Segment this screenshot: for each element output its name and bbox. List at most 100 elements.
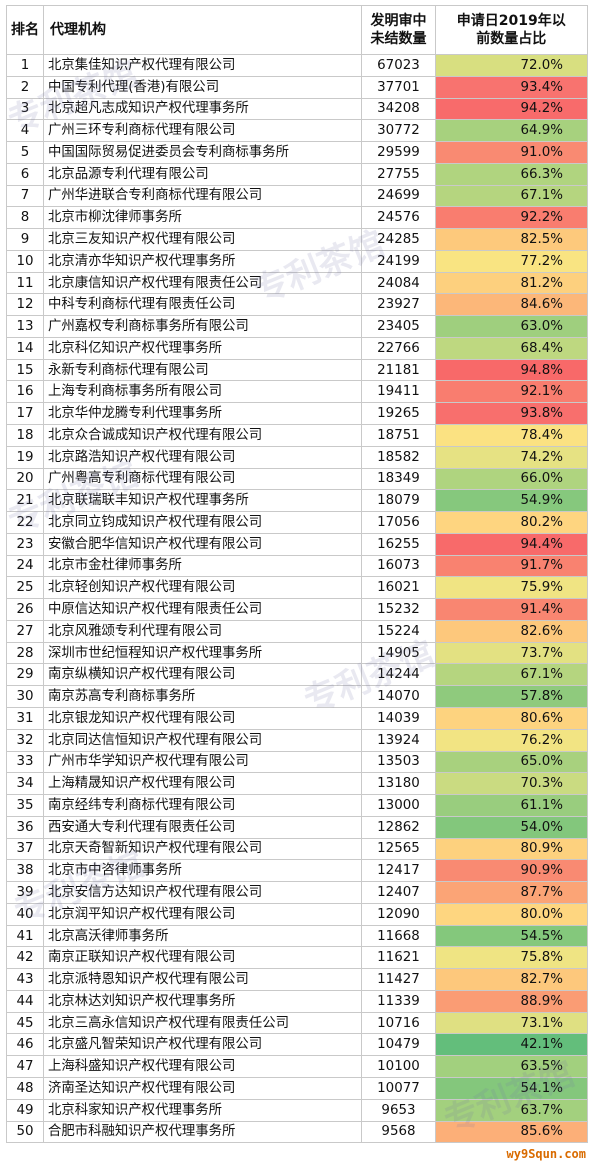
table-row: 13 广州嘉权专利商标事务所有限公司 23405 63.0%	[6, 315, 589, 338]
pending-count-cell: 18582	[361, 445, 436, 469]
header-ratio: 申请日2019年以 前数量占比	[434, 5, 589, 55]
table-row: 32 北京同达信恒知识产权代理有限公司 13924 76.2%	[6, 728, 589, 752]
table-row: 26 中原信达知识产权代理有限责任公司 15232 91.4%	[6, 598, 589, 621]
pending-count-cell: 24576	[361, 206, 436, 230]
rank-cell: 30	[6, 685, 44, 708]
pending-count-cell: 14905	[361, 641, 436, 665]
rank-cell: 18	[6, 424, 44, 447]
pending-count-cell: 16073	[361, 554, 436, 578]
agency-name-cell: 北京康信知识产权代理有限责任公司	[42, 271, 363, 295]
pending-count-cell: 21181	[361, 358, 436, 382]
pending-count-cell: 9653	[361, 1098, 436, 1122]
agency-name-cell: 北京集佳知识产权代理有限公司	[42, 54, 363, 77]
ratio-cell: 82.6%	[434, 619, 589, 643]
table-row: 8 北京市柳沈律师事务所 24576 92.2%	[6, 206, 589, 230]
table-row: 5 中国国际贸易促进委员会专利商标事务所 29599 91.0%	[6, 141, 589, 164]
ratio-cell: 67.1%	[434, 184, 589, 208]
ratio-cell: 80.9%	[434, 837, 589, 861]
agency-name-cell: 永新专利商标代理有限公司	[42, 358, 363, 382]
rank-cell: 31	[6, 706, 44, 730]
ratio-cell: 76.2%	[434, 728, 589, 752]
agency-name-cell: 北京华仲龙腾专利代理事务所	[42, 402, 363, 426]
agency-name-cell: 北京众合诚成知识产权代理有限公司	[42, 424, 363, 447]
pending-count-cell: 12565	[361, 837, 436, 861]
agency-name-cell: 北京高沃律师事务所	[42, 924, 363, 948]
rank-cell: 48	[6, 1076, 44, 1100]
pending-count-cell: 14244	[361, 663, 436, 687]
agency-name-cell: 济南圣达知识产权代理有限公司	[42, 1076, 363, 1100]
agency-name-cell: 北京盛凡智荣知识产权代理有限公司	[42, 1033, 363, 1057]
agency-name-cell: 深圳市世纪恒程知识产权代理事务所	[42, 641, 363, 665]
table-row: 27 北京风雅颂专利代理有限公司 15224 82.6%	[6, 619, 589, 643]
pending-count-cell: 12862	[361, 815, 436, 839]
rank-cell: 40	[6, 902, 44, 926]
table-row: 46 北京盛凡智荣知识产权代理有限公司 10479 42.1%	[6, 1033, 589, 1057]
rank-cell: 26	[6, 598, 44, 621]
pending-count-cell: 18079	[361, 489, 436, 513]
agency-name-cell: 广州粤高专利商标代理有限公司	[42, 467, 363, 491]
ratio-cell: 94.8%	[434, 358, 589, 382]
table-row: 2 中国专利代理(香港)有限公司 37701 93.4%	[6, 75, 589, 99]
rank-cell: 16	[6, 380, 44, 404]
ratio-cell: 67.1%	[434, 663, 589, 687]
agency-name-cell: 上海精晟知识产权代理有限公司	[42, 772, 363, 796]
table-row: 4 广州三环专利商标代理有限公司 30772 64.9%	[6, 119, 589, 143]
ratio-cell: 80.6%	[434, 706, 589, 730]
ratio-cell: 61.1%	[434, 794, 589, 817]
pending-count-cell: 11668	[361, 924, 436, 948]
pending-count-cell: 24199	[361, 249, 436, 273]
ratio-cell: 80.2%	[434, 511, 589, 534]
ratio-cell: 94.2%	[434, 97, 589, 121]
agency-name-cell: 中科专利商标代理有限责任公司	[42, 293, 363, 317]
pending-count-cell: 12407	[361, 881, 436, 904]
table-row: 1 北京集佳知识产权代理有限公司 67023 72.0%	[6, 54, 589, 77]
rank-cell: 9	[6, 228, 44, 251]
rank-cell: 20	[6, 467, 44, 491]
pending-count-cell: 12090	[361, 902, 436, 926]
ratio-cell: 82.5%	[434, 228, 589, 251]
header-pending: 发明审中 未结数量	[361, 5, 436, 55]
ratio-cell: 70.3%	[434, 772, 589, 796]
pending-count-cell: 9568	[361, 1120, 436, 1144]
pending-count-cell: 11427	[361, 968, 436, 991]
table-row: 21 北京联瑞联丰知识产权代理事务所 18079 54.9%	[6, 489, 589, 513]
agency-name-cell: 安徽合肥华信知识产权代理有限公司	[42, 532, 363, 556]
pending-count-cell: 18349	[361, 467, 436, 491]
table-row: 41 北京高沃律师事务所 11668 54.5%	[6, 924, 589, 948]
table-row: 18 北京众合诚成知识产权代理有限公司 18751 78.4%	[6, 424, 589, 447]
ratio-cell: 64.9%	[434, 119, 589, 143]
table-row: 36 西安通大专利代理有限责任公司 12862 54.0%	[6, 815, 589, 839]
table-row: 12 中科专利商标代理有限责任公司 23927 84.6%	[6, 293, 589, 317]
rank-cell: 25	[6, 576, 44, 600]
ratio-cell: 54.0%	[434, 815, 589, 839]
pending-count-cell: 22766	[361, 336, 436, 360]
pending-count-cell: 14070	[361, 685, 436, 708]
pending-count-cell: 23405	[361, 315, 436, 338]
rank-cell: 49	[6, 1098, 44, 1122]
ratio-cell: 88.9%	[434, 989, 589, 1013]
table-body: 1 北京集佳知识产权代理有限公司 67023 72.0% 2 中国专利代理(香港)有限公司…	[6, 54, 589, 1144]
table-row: 10 北京清亦华知识产权代理事务所 24199 77.2%	[6, 249, 589, 273]
ratio-cell: 85.6%	[434, 1120, 589, 1144]
rank-cell: 17	[6, 402, 44, 426]
rank-cell: 35	[6, 794, 44, 817]
ratio-cell: 80.0%	[434, 902, 589, 926]
ratio-cell: 75.8%	[434, 946, 589, 970]
pending-count-cell: 10716	[361, 1011, 436, 1035]
agency-name-cell: 北京科家知识产权代理事务所	[42, 1098, 363, 1122]
pending-count-cell: 24285	[361, 228, 436, 251]
ratio-cell: 63.5%	[434, 1055, 589, 1078]
table-row: 34 上海精晟知识产权代理有限公司 13180 70.3%	[6, 772, 589, 796]
rank-cell: 27	[6, 619, 44, 643]
pending-count-cell: 10077	[361, 1076, 436, 1100]
pending-count-cell: 27755	[361, 162, 436, 186]
agency-name-cell: 北京润平知识产权代理有限公司	[42, 902, 363, 926]
pending-count-cell: 13503	[361, 750, 436, 774]
table-row: 43 北京派特恩知识产权代理有限公司 11427 82.7%	[6, 968, 589, 991]
pending-count-cell: 67023	[361, 54, 436, 77]
rank-cell: 7	[6, 184, 44, 208]
rank-cell: 5	[6, 141, 44, 164]
ratio-cell: 91.7%	[434, 554, 589, 578]
ratio-cell: 78.4%	[434, 424, 589, 447]
agency-name-cell: 中国专利代理(香港)有限公司	[42, 75, 363, 99]
